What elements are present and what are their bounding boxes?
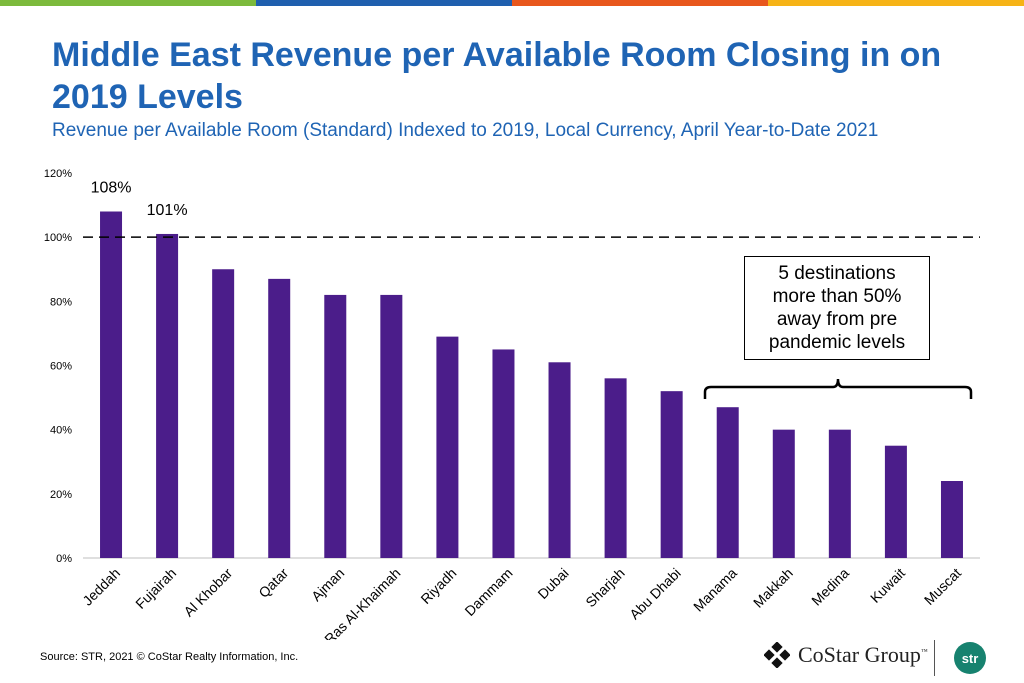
category-label: Ajman (308, 565, 347, 604)
costar-logo: CoStar Group™ (764, 642, 928, 668)
category-label: Sharjah (582, 565, 627, 610)
y-tick-label: 0% (56, 553, 72, 565)
bar (604, 378, 627, 558)
category-label: Dubai (534, 565, 571, 602)
category-label: Medina (808, 565, 852, 609)
annotation-callout: 5 destinations more than 50% away from p… (744, 256, 930, 360)
y-tick-label: 80% (50, 296, 72, 308)
footer-divider (934, 640, 935, 676)
category-label: Manama (690, 565, 740, 615)
category-label: Riyadh (417, 565, 459, 607)
bar (716, 407, 739, 558)
band-yellow (768, 0, 1024, 6)
bar (660, 391, 683, 558)
bar (268, 278, 291, 558)
data-label: 108% (91, 180, 132, 197)
bar (100, 211, 123, 558)
bar (828, 429, 851, 558)
bar (436, 336, 459, 558)
category-label: Dammam (461, 565, 515, 619)
callout-brace (703, 378, 973, 399)
bar (380, 294, 403, 558)
str-logo-badge: str (954, 642, 986, 674)
bar (548, 362, 571, 558)
bar (156, 233, 179, 558)
category-label: Qatar (255, 565, 291, 601)
costar-logo-tm: ™ (920, 647, 928, 656)
category-label: Fujairah (132, 565, 179, 612)
bar (492, 349, 515, 558)
source-note: Source: STR, 2021 © CoStar Realty Inform… (40, 651, 299, 663)
top-color-band (0, 0, 1024, 6)
y-tick-label: 60% (50, 361, 72, 373)
band-blue (256, 0, 512, 6)
page-subtitle: Revenue per Available Room (Standard) In… (52, 120, 879, 141)
y-tick-label: 100% (44, 232, 72, 244)
costar-logo-name: CoStar Group (798, 642, 921, 667)
category-label: Makkah (750, 565, 796, 611)
category-label: Jeddah (79, 565, 123, 609)
category-label: Al Khobar (180, 565, 235, 620)
y-tick-label: 120% (44, 168, 72, 180)
y-tick-label: 20% (50, 489, 72, 501)
bar (772, 429, 795, 558)
costar-star-icon (764, 642, 790, 668)
revpar-bar-chart: 0% 20% 40% 60% 80% 100% 120% 108% Jeddah 101% Fuja… (44, 168, 980, 640)
category-label: Muscat (921, 565, 964, 608)
bar (212, 269, 235, 558)
band-orange (512, 0, 768, 6)
category-label: Abu Dhabi (626, 565, 684, 623)
bar (940, 481, 963, 558)
costar-logo-text: CoStar Group™ (798, 642, 928, 668)
data-label: 101% (147, 202, 188, 219)
page-title: Middle East Revenue per Available Room C… (52, 36, 942, 116)
bar (884, 445, 907, 558)
y-tick-label: 40% (50, 425, 72, 437)
category-label: Kuwait (867, 565, 908, 606)
bar (324, 294, 347, 558)
band-green (0, 0, 256, 6)
